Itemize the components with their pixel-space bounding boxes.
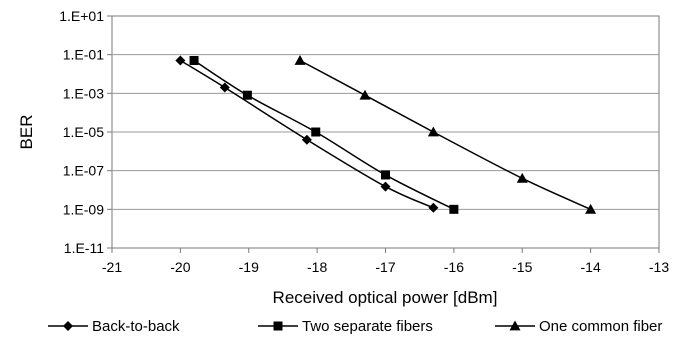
- legend-marker: [63, 321, 73, 331]
- x-tick-label: -16: [444, 259, 464, 275]
- data-point: [516, 172, 528, 183]
- y-tick-label: 1.E-03: [63, 85, 104, 101]
- data-point: [294, 54, 306, 65]
- data-point: [585, 203, 597, 214]
- data-point: [428, 202, 439, 213]
- legend-item: One common fiber: [495, 318, 662, 335]
- y-axis-title: BER: [17, 115, 36, 150]
- data-point: [175, 55, 186, 66]
- y-tick-label: 1.E-11: [64, 240, 104, 256]
- y-tick-label: 1.E-07: [63, 163, 104, 179]
- data-point: [427, 126, 439, 137]
- x-tick-label: -18: [307, 259, 327, 275]
- legend-label: Back-to-back: [92, 318, 180, 335]
- legend-item: Two separate fibers: [258, 318, 433, 335]
- series-layer: [175, 54, 597, 214]
- legend: Back-to-back Two separate fibers One commo…: [48, 318, 662, 335]
- x-tick-label: -21: [102, 259, 122, 275]
- legend-marker: [273, 321, 283, 331]
- data-point: [219, 82, 230, 93]
- x-axis-ticks: -21 -20 -19 -18 -17 -16 -15 -14 -13: [102, 248, 669, 275]
- series-triangle: [294, 54, 597, 214]
- y-tick-label: 1.E-05: [63, 124, 104, 140]
- legend-marker: [509, 320, 521, 331]
- grid-lines: [112, 54, 659, 210]
- data-point: [189, 55, 199, 65]
- x-tick-label: -14: [581, 259, 601, 275]
- data-point: [301, 134, 312, 145]
- y-tick-label: 1.E-09: [63, 201, 104, 217]
- x-axis-title: Received optical power [dBm]: [273, 288, 498, 307]
- series-square: [189, 55, 459, 214]
- data-point: [242, 90, 252, 100]
- data-point: [449, 204, 459, 214]
- x-tick-label: -20: [170, 259, 190, 275]
- legend-item: Back-to-back: [48, 318, 180, 335]
- data-point: [359, 89, 371, 100]
- legend-label: Two separate fibers: [302, 318, 433, 335]
- data-point: [311, 127, 321, 137]
- x-tick-label: -13: [649, 259, 669, 275]
- x-tick-label: -19: [239, 259, 259, 275]
- data-point: [380, 181, 391, 192]
- y-tick-label: 1.E-01: [63, 47, 104, 63]
- x-tick-label: -15: [512, 259, 532, 275]
- data-point: [381, 170, 390, 180]
- series-diamond: [175, 55, 439, 213]
- legend-label: One common fiber: [539, 318, 662, 335]
- y-tick-label: 1.E+01: [59, 8, 104, 24]
- y-axis-ticks: 1.E+01 1.E-01 1.E-03 1.E-05 1.E-07 1.E-09 1.E-…: [59, 8, 112, 256]
- x-tick-label: -17: [375, 259, 395, 275]
